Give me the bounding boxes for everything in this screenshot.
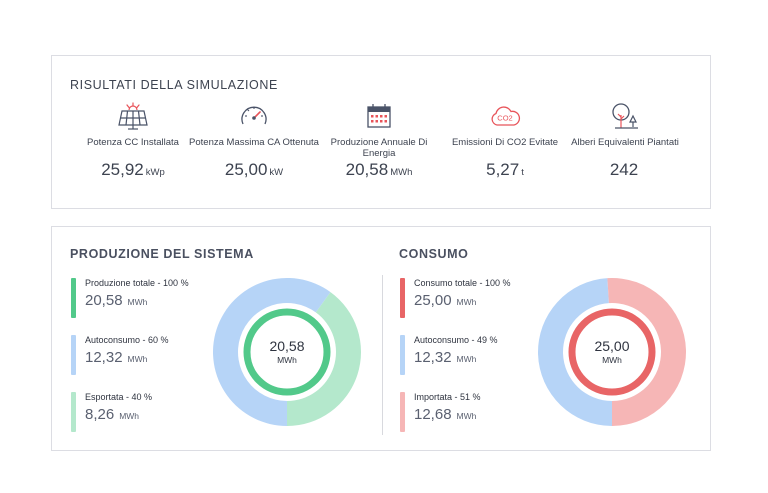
kpi-trees-planted: Alberi Equivalenti Piantati 242 bbox=[560, 102, 690, 180]
donut-segment bbox=[287, 292, 361, 426]
donut-total-ring bbox=[568, 308, 656, 396]
production-title: PRODUZIONE DEL SISTEMA bbox=[70, 247, 254, 261]
legend-self-consumption: Autoconsumo - 49 % 12,32 MWh bbox=[400, 335, 498, 375]
kpi-value: 242 bbox=[609, 160, 639, 179]
trees-icon bbox=[560, 102, 690, 130]
simulation-results-panel: RISULTATI DELLA SIMULAZIONE Potenza CC I… bbox=[51, 55, 711, 209]
calendar-icon bbox=[314, 102, 444, 130]
co2-cloud-icon: CO2 bbox=[440, 102, 570, 130]
legend-self-consumption: Autoconsumo - 60 % 12,32 MWh bbox=[71, 335, 169, 375]
donut-center-value: 20,58 bbox=[269, 338, 305, 354]
legend-value: 25,00 MWh bbox=[414, 292, 477, 309]
legend-total-production: Produzione totale - 100 % 20,58 MWh bbox=[71, 278, 189, 318]
legend-color-bar bbox=[400, 392, 405, 432]
consumption-title: CONSUMO bbox=[399, 247, 469, 261]
donut-segment bbox=[213, 278, 331, 426]
production-donut-center: 20,58 MWh bbox=[247, 338, 327, 365]
legend-value: 12,32 MWh bbox=[414, 349, 477, 366]
kpi-co2-avoided: CO2 Emissioni Di CO2 Evitate 5,27 t bbox=[440, 102, 570, 180]
kpi-ac-power: Potenza Massima CA Ottenuta 25,00 kW bbox=[189, 102, 319, 180]
kpi-label: Alberi Equivalenti Piantati bbox=[571, 137, 679, 148]
legend-value: 12,32 MWh bbox=[85, 349, 148, 366]
kpi-label: Produzione Annuale Di Energia bbox=[330, 137, 428, 159]
production-consumption-panel: PRODUZIONE DEL SISTEMA CONSUMO Produzion… bbox=[51, 226, 711, 451]
results-title: RISULTATI DELLA SIMULAZIONE bbox=[70, 78, 278, 92]
donut-center-value: 25,00 bbox=[594, 338, 630, 354]
donut-center-unit: MWh bbox=[277, 355, 297, 365]
legend-color-bar bbox=[71, 278, 76, 318]
solar-panel-icon bbox=[68, 102, 198, 130]
kpi-value: 25,00 kW bbox=[224, 160, 284, 179]
donut-total-ring bbox=[243, 308, 331, 396]
consumption-donut-center: 25,00 MWh bbox=[572, 338, 652, 365]
legend-color-bar bbox=[71, 392, 76, 432]
legend-imported: Importata - 51 % 12,68 MWh bbox=[400, 392, 481, 432]
consumption-donut-chart bbox=[538, 278, 687, 426]
gauge-icon bbox=[189, 102, 319, 130]
legend-value: 12,68 MWh bbox=[414, 406, 477, 423]
kpi-label: Potenza Massima CA Ottenuta bbox=[189, 137, 319, 148]
donut-center-unit: MWh bbox=[602, 355, 622, 365]
kpi-label: Potenza CC Installata bbox=[87, 137, 179, 148]
donut-segment bbox=[607, 278, 687, 426]
legend-label: Autoconsumo - 60 % bbox=[85, 335, 169, 345]
donut-segment bbox=[538, 278, 612, 426]
legend-total-consumption: Consumo totale - 100 % 25,00 MWh bbox=[400, 278, 511, 318]
legend-color-bar bbox=[400, 335, 405, 375]
legend-label: Esportata - 40 % bbox=[85, 392, 153, 402]
kpi-dc-power: Potenza CC Installata 25,92 kWp bbox=[68, 102, 198, 180]
section-divider bbox=[382, 275, 383, 435]
kpi-value: 20,58 MWh bbox=[345, 160, 413, 179]
legend-label: Autoconsumo - 49 % bbox=[414, 335, 498, 345]
svg-text:CO2: CO2 bbox=[497, 114, 512, 123]
kpi-value: 25,92 kWp bbox=[101, 160, 165, 179]
legend-value: 8,26 MWh bbox=[85, 406, 140, 423]
kpi-annual-energy: Produzione Annuale Di Energia 20,58 MWh bbox=[314, 102, 444, 180]
legend-color-bar bbox=[400, 278, 405, 318]
production-donut-chart bbox=[213, 278, 361, 426]
legend-color-bar bbox=[71, 335, 76, 375]
legend-label: Importata - 51 % bbox=[414, 392, 481, 402]
legend-label: Consumo totale - 100 % bbox=[414, 278, 511, 288]
kpi-label: Emissioni Di CO2 Evitate bbox=[451, 137, 559, 148]
legend-label: Produzione totale - 100 % bbox=[85, 278, 189, 288]
kpi-value: 5,27 t bbox=[486, 160, 524, 179]
legend-value: 20,58 MWh bbox=[85, 292, 148, 309]
legend-exported: Esportata - 40 % 8,26 MWh bbox=[71, 392, 152, 432]
